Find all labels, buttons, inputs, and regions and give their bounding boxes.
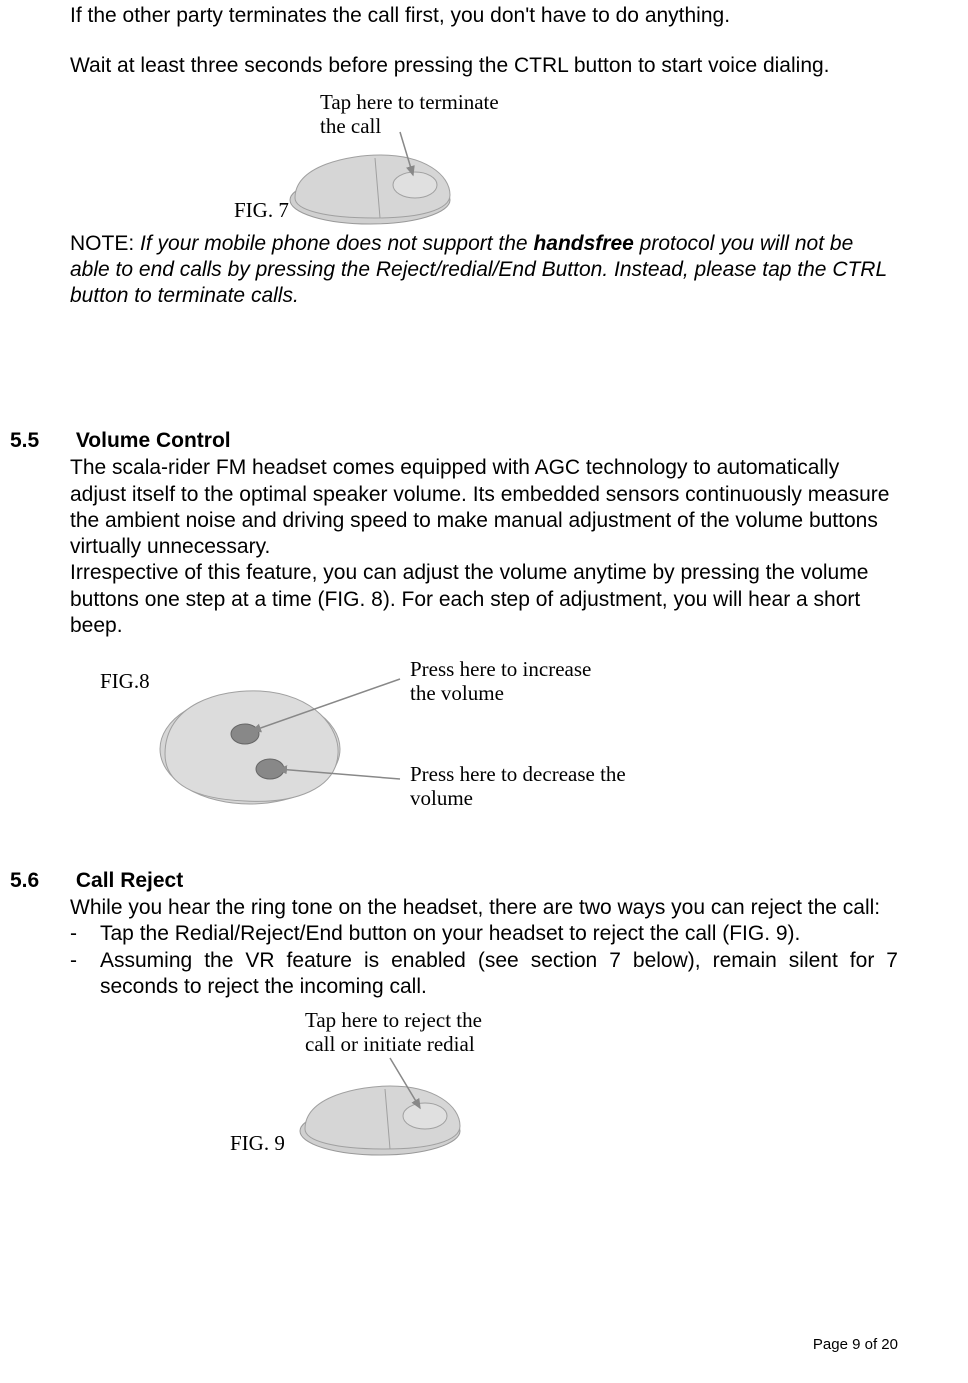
bullet-dash-icon: -: [70, 948, 100, 1001]
heading-5-6: 5.6 Call Reject: [10, 869, 898, 893]
s55-para1: The scala-rider FM headset comes equippe…: [70, 455, 898, 560]
note-body-pre: If your mobile phone does not support th…: [140, 232, 533, 255]
device-fig7: [150, 90, 510, 225]
s56-bullet1-text: Tap the Redial/Reject/End button on your…: [100, 921, 898, 947]
fig8-c2-l2: volume: [410, 786, 473, 810]
paragraph-other-party: If the other party terminates the call f…: [70, 3, 898, 29]
fig8-callout2: Press here to decrease the volume: [410, 762, 626, 810]
section-num-5-6: 5.6: [10, 869, 70, 893]
fig7-label: FIG. 7: [234, 198, 289, 223]
s56-bullet2-text: Assuming the VR feature is enabled (see …: [100, 948, 898, 1001]
figure-9: Tap here to reject the call or initiate …: [200, 1006, 560, 1161]
s56-intro: While you hear the ring tone on the head…: [70, 895, 898, 921]
fig8-c1-l1: Press here to increase: [410, 657, 591, 681]
note-handsfree: NOTE: If your mobile phone does not supp…: [70, 231, 898, 310]
s55-para2: Irrespective of this feature, you can ad…: [70, 560, 898, 639]
section-num-5-5: 5.5: [10, 429, 70, 453]
fig8-callout1: Press here to increase the volume: [410, 657, 591, 705]
paragraph-wait: Wait at least three seconds before press…: [70, 53, 898, 79]
s56-bullet2: - Assuming the VR feature is enabled (se…: [70, 948, 898, 1001]
page-footer: Page 9 of 20: [813, 1336, 898, 1353]
bullet-dash-icon: -: [70, 921, 100, 947]
fig8-c1-l2: the volume: [410, 681, 504, 705]
figure-7: Tap here to terminate the call FIG. 7: [150, 90, 510, 225]
note-bold: handsfree: [533, 232, 633, 255]
figure-8: FIG.8 Press here to increase the volume …: [70, 649, 770, 829]
fig9-label: FIG. 9: [230, 1131, 285, 1156]
section-title-5-5: Volume Control: [76, 429, 231, 452]
note-label: NOTE:: [70, 232, 140, 255]
fig8-c2-l1: Press here to decrease the: [410, 762, 626, 786]
section-title-5-6: Call Reject: [76, 869, 183, 892]
heading-5-5: 5.5 Volume Control: [10, 429, 898, 453]
s56-bullet1: - Tap the Redial/Reject/End button on yo…: [70, 921, 898, 947]
